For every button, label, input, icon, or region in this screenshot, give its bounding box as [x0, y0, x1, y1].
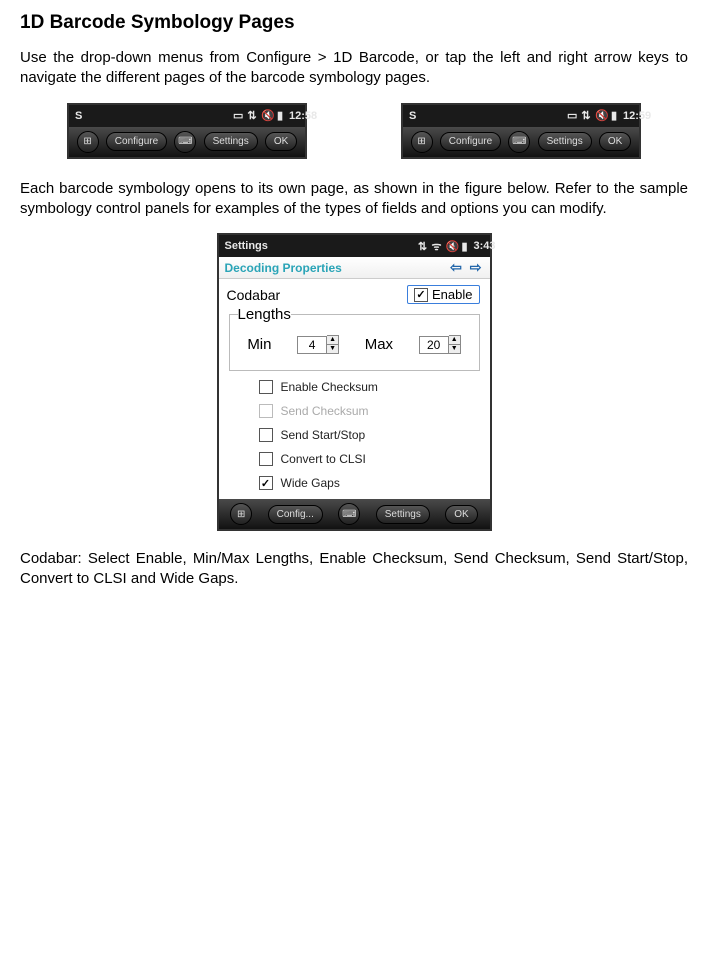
clock: 3:43	[474, 240, 484, 252]
clock: 12:58	[289, 110, 299, 122]
screenshot-row-1: S ▭ ⇅ 🔇 ▮ 12:58 General ▶ 1D Bar Code	[20, 103, 688, 159]
spin-up-icon[interactable]: ▲	[449, 336, 460, 345]
option-label: Send Start/Stop	[281, 428, 366, 442]
lengths-fieldset: Lengths Min ▲▼ Max ▲▼	[229, 306, 480, 371]
checkbox-icon	[414, 288, 428, 302]
checkbox-icon	[259, 380, 273, 394]
option-wide-gaps[interactable]: Wide Gaps	[259, 471, 486, 495]
option-label: Convert to CLSI	[281, 452, 366, 466]
status-icons: ⇅ ᯤ 🔇 ▮ 3:43	[418, 239, 484, 254]
volume-icon: 🔇	[595, 109, 605, 122]
softkey-bar: ⊞ Configure ⌨ Settings OK	[69, 127, 305, 157]
keyboard-button[interactable]: ⌨	[338, 503, 360, 525]
subheader: Decoding Properties ⇦ ⇨	[219, 257, 490, 279]
config-softkey[interactable]: Config...	[268, 505, 323, 524]
start-button[interactable]: ⊞	[230, 503, 252, 525]
checkbox-icon	[259, 452, 273, 466]
option-label: Wide Gaps	[281, 476, 340, 490]
taskbar-title: S	[409, 110, 567, 122]
start-button[interactable]: ⊞	[77, 131, 99, 153]
phone-body: Codabar Enable Lengths Min ▲▼ Max	[219, 279, 490, 499]
intro-paragraph-2: Each barcode symbology opens to its own …	[20, 179, 688, 220]
taskbar: S ▭ ⇅ 🔇 ▮ 12:58	[69, 105, 305, 127]
settings-softkey[interactable]: Settings	[376, 505, 430, 524]
ok-softkey[interactable]: OK	[265, 132, 297, 151]
softkey-bar: ⊞ Configure ⌨ Settings OK	[403, 127, 639, 157]
option-send-start-stop[interactable]: Send Start/Stop	[259, 423, 486, 447]
subheader-title: Decoding Properties	[225, 261, 342, 275]
min-spinner[interactable]: ▲▼	[297, 335, 339, 354]
windows-icon: ⊞	[417, 136, 425, 147]
keyboard-button[interactable]: ⌨	[174, 131, 196, 153]
spin-down-icon[interactable]: ▼	[449, 345, 460, 353]
settings-softkey[interactable]: Settings	[204, 132, 258, 151]
intro-paragraph-1: Use the drop-down menus from Configure >…	[20, 48, 688, 89]
nav-arrows[interactable]: ⇦ ⇨	[450, 259, 483, 276]
keyboard-icon: ⌨	[512, 136, 526, 147]
keyboard-icon: ⌨	[342, 509, 356, 520]
volume-icon: 🔇	[261, 109, 271, 122]
taskbar-title: S	[75, 110, 233, 122]
intro-paragraph-3: Codabar: Select Enable, Min/Max Lengths,…	[20, 549, 688, 590]
windows-icon: ⊞	[83, 136, 91, 147]
windows-icon: ⊞	[237, 509, 245, 520]
clock: 12:59	[623, 110, 633, 122]
volume-icon: 🔇	[446, 240, 456, 253]
min-input[interactable]	[297, 336, 327, 354]
enable-checkbox[interactable]: Enable	[407, 285, 479, 304]
battery-icon: ▮	[460, 240, 470, 253]
page-title: 1D Barcode Symbology Pages	[20, 12, 688, 34]
ok-softkey[interactable]: OK	[445, 505, 477, 524]
checkbox-icon	[259, 428, 273, 442]
keyboard-icon: ⌨	[178, 136, 192, 147]
antenna-icon: ᯤ	[432, 239, 442, 254]
enable-label: Enable	[432, 287, 472, 302]
lengths-legend: Lengths	[238, 306, 291, 323]
antenna-icon: ⇅	[581, 109, 591, 122]
max-input[interactable]	[419, 336, 449, 354]
screenshot-codabar-panel: Settings ⇅ ᯤ 🔇 ▮ 3:43 Decoding Propertie…	[217, 233, 492, 531]
keyboard-button[interactable]: ⌨	[508, 131, 530, 153]
checkbox-icon	[259, 476, 273, 490]
option-enable-checksum[interactable]: Enable Checksum	[259, 375, 486, 399]
screenshot-configure-menu: S ▭ ⇅ 🔇 ▮ 12:58 General ▶ 1D Bar Code	[67, 103, 307, 159]
options-list: Enable Checksum Send Checksum Send Start…	[219, 371, 490, 499]
signal-icon: ⇅	[418, 240, 428, 253]
taskbar: Settings ⇅ ᯤ 🔇 ▮ 3:43	[219, 235, 490, 257]
option-label: Send Checksum	[281, 404, 369, 418]
status-icons: ▭ ⇅ 🔇 ▮ 12:58	[233, 109, 299, 122]
spin-down-icon[interactable]: ▼	[327, 345, 338, 353]
option-convert-clsi[interactable]: Convert to CLSI	[259, 447, 486, 471]
antenna-icon: ⇅	[247, 109, 257, 122]
option-label: Enable Checksum	[281, 380, 378, 394]
min-label: Min	[247, 336, 271, 353]
checkbox-icon	[259, 404, 273, 418]
softkey-bar: ⊞ Config... ⌨ Settings OK	[219, 499, 490, 529]
taskbar: S ▭ ⇅ 🔇 ▮ 12:59	[403, 105, 639, 127]
max-label: Max	[365, 336, 393, 353]
spin-up-icon[interactable]: ▲	[327, 336, 338, 345]
option-send-checksum: Send Checksum	[259, 399, 486, 423]
max-spinner[interactable]: ▲▼	[419, 335, 461, 354]
ok-softkey[interactable]: OK	[599, 132, 631, 151]
settings-softkey[interactable]: Settings	[538, 132, 592, 151]
signal-icon: ▭	[567, 109, 577, 122]
panel-title: Codabar	[227, 287, 281, 303]
configure-softkey[interactable]: Configure	[440, 132, 501, 151]
configure-softkey[interactable]: Configure	[106, 132, 167, 151]
screenshot-submenu: S ▭ ⇅ 🔇 ▮ 12:59 1 2 1 2 3 4 ︿	[401, 103, 641, 159]
status-icons: ▭ ⇅ 🔇 ▮ 12:59	[567, 109, 633, 122]
battery-icon: ▮	[275, 109, 285, 122]
taskbar-title: Settings	[225, 240, 418, 252]
start-button[interactable]: ⊞	[411, 131, 433, 153]
battery-icon: ▮	[609, 109, 619, 122]
signal-icon: ▭	[233, 109, 243, 122]
